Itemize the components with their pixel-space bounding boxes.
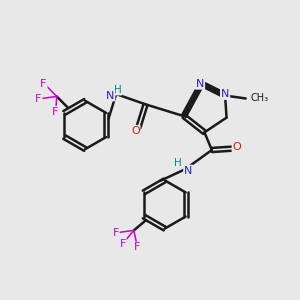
Text: H: H	[174, 158, 182, 168]
Text: H: H	[114, 85, 122, 94]
Text: O: O	[131, 126, 140, 136]
Text: F: F	[119, 239, 126, 249]
Text: N: N	[106, 91, 114, 100]
Text: N: N	[221, 89, 229, 99]
Text: CH₃: CH₃	[250, 94, 268, 103]
Text: N: N	[196, 79, 204, 89]
Text: O: O	[232, 142, 241, 152]
Text: F: F	[40, 79, 46, 89]
Text: F: F	[35, 94, 42, 104]
Text: F: F	[112, 228, 119, 238]
Text: F: F	[52, 107, 59, 117]
Text: N: N	[184, 166, 193, 176]
Text: F: F	[134, 242, 140, 253]
